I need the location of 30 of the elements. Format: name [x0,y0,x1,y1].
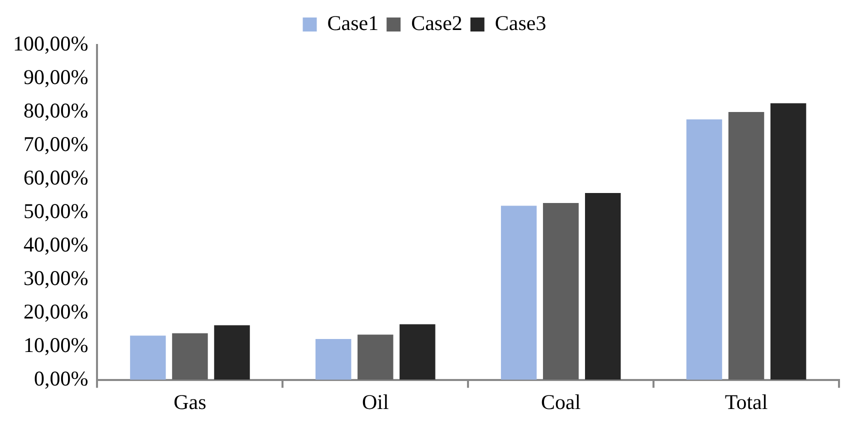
bar [542,203,579,380]
bar [214,325,250,380]
y-tick-label: 40,00% [23,232,88,256]
bar [358,334,394,380]
bar [770,103,806,380]
y-tick-label: 70,00% [23,132,88,156]
y-tick-label: 60,00% [23,165,88,190]
bar [686,119,722,380]
legend-label: Case2 [411,11,462,36]
x-tick-label: Gas [174,390,206,414]
bar [500,206,537,380]
y-tick-label: 20,00% [23,299,88,324]
bar [316,338,352,380]
x-tick-label: Total [724,390,768,414]
x-tick-label: Coal [541,390,581,414]
bar [728,112,764,380]
y-tick-label: 80,00% [23,98,88,122]
y-tick-label: 100,00% [12,32,88,56]
y-tick-label: 90,00% [23,64,88,89]
bar [130,336,166,380]
y-tick-label: 0,00% [34,366,88,390]
bar [400,324,436,380]
legend-label: Case1 [327,11,379,36]
legend-label: Case3 [494,11,546,36]
bar [585,192,621,380]
y-tick-label: 50,00% [23,198,88,223]
y-tick-label: 30,00% [23,266,88,290]
y-tick-label: 10,00% [23,332,88,357]
bar [172,333,208,380]
x-tick-label: Oil [362,390,389,414]
